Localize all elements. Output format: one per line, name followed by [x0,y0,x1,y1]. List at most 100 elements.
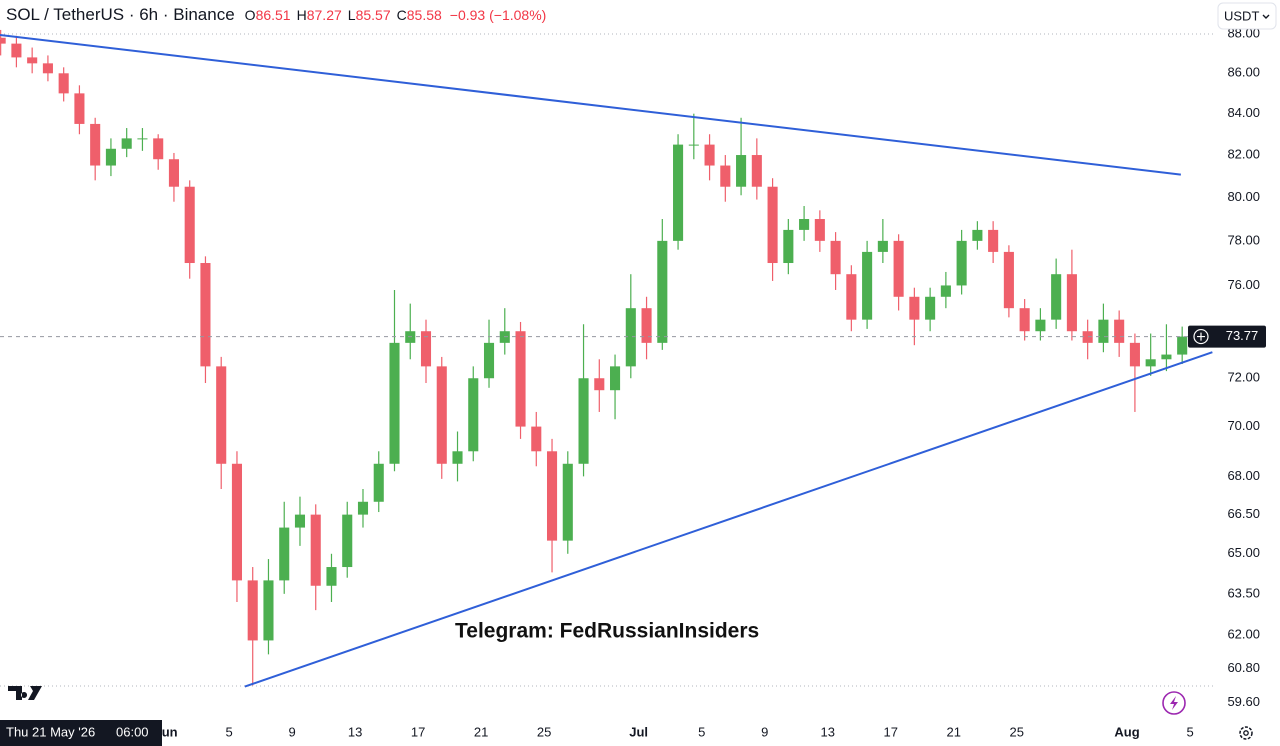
x-tick-label: 17 [884,724,898,739]
candle-body [751,155,762,187]
candle-body [11,43,22,58]
candle-body [1177,336,1188,355]
x-tick-label: 13 [348,724,362,739]
candle-body [1003,251,1014,309]
x-tick-label: 9 [761,724,768,739]
candle-body [342,514,353,568]
x-tick-label: Jul [629,724,648,739]
candle-body [767,186,778,264]
candle-body [294,514,306,528]
field-value: 85.57 [356,7,391,23]
candle-body [184,186,195,264]
icon-ring[interactable] [1162,691,1186,715]
candle-body [105,148,116,166]
y-tick-label: 76.00 [1227,277,1260,292]
quick-action[interactable] [1162,691,1186,715]
candle-body [90,123,101,166]
candle-body [972,229,983,241]
x-tick-label: 5 [225,724,232,739]
candle-body [1161,354,1172,360]
candle-body [0,37,6,44]
crosshair-date: Thu 21 May '26 [6,724,95,739]
y-tick-label: 72.00 [1227,370,1260,385]
trendline [0,34,1181,176]
y-tick-label: 78.00 [1227,232,1260,247]
candle-body [58,73,69,94]
y-tick-label: 65.00 [1227,545,1260,560]
candle-body [1145,359,1156,367]
candle-body [736,155,747,187]
candle-body [27,57,38,64]
overlay: 73.77 Thu 21 May '26 06:00 [0,325,1266,746]
candle-body [216,366,227,464]
candle-body [200,263,211,367]
currency[interactable]: USDT [1224,8,1259,23]
candle-body [720,165,731,187]
candle-body [531,426,542,452]
candle-body [436,366,447,464]
bolt[interactable] [1170,696,1178,710]
candle-body [231,463,243,581]
watermark: Telegram: FedRussianInsiders [455,620,759,643]
candle-body [168,159,179,187]
currency-button[interactable]: USDT [1217,2,1277,30]
candle-body [862,251,873,320]
candle-body [247,580,258,641]
candle-body [1129,342,1140,367]
x-tick-label: 5 [698,724,705,739]
field-value: 86.51 [256,7,291,23]
candle-body [783,229,794,264]
candle-body [877,240,888,252]
candle-body [357,501,369,515]
logo [8,686,42,700]
x-tick-label: 17 [411,724,425,739]
x-tick-label: 13 [820,724,834,739]
button-frame[interactable] [1217,2,1277,30]
change: −0.93 (−1.08%) [450,7,547,23]
candle-body [420,331,432,367]
candle-body [940,285,951,297]
field-key: L [348,7,356,23]
y-tick-label: 66.50 [1227,506,1260,521]
candle-body [483,342,495,379]
candle-body [688,144,699,146]
x-tick-label: Aug [1114,724,1139,739]
candle-body [578,378,589,464]
gear[interactable] [1239,726,1253,740]
candle-body [893,240,904,297]
x-tick-label: 21 [947,724,961,739]
candle-body [1035,319,1046,332]
candle-body [814,219,825,241]
x-tick-label: 25 [1010,724,1024,739]
candle-body [1114,319,1125,343]
candle-body [389,342,400,464]
gear-hub[interactable] [1243,730,1249,736]
candle-body [452,451,463,464]
candle-body [279,527,290,581]
x-tick-label: 9 [288,724,295,739]
settings[interactable] [1239,726,1253,740]
last-price-box [1188,325,1266,348]
candle-body [310,514,321,586]
axes: 88.0086.0084.0082.0080.0078.0076.0072.00… [0,25,1260,739]
candle-body [956,240,967,286]
candle-body [562,463,573,541]
y-tick-label: 84.00 [1227,105,1260,120]
field-value: 87.27 [307,7,342,23]
y-tick-label: 63.50 [1227,585,1260,600]
plot-area [0,29,1213,688]
candle-body [846,274,857,320]
candle-body [137,138,148,140]
candle-body [468,378,479,452]
candle-body [657,240,668,343]
candle-body [515,331,526,427]
candle-body [988,229,999,252]
field-key: C [397,7,407,23]
chevron[interactable] [1262,14,1270,19]
candle-body [326,567,337,586]
x-tick-label: 5 [1186,724,1193,739]
candle-body [263,580,274,641]
y-tick-label: 60.80 [1227,660,1260,675]
candle-body [925,296,936,320]
symbol: SOL / TetherUS · 6h · Binance [6,5,235,24]
